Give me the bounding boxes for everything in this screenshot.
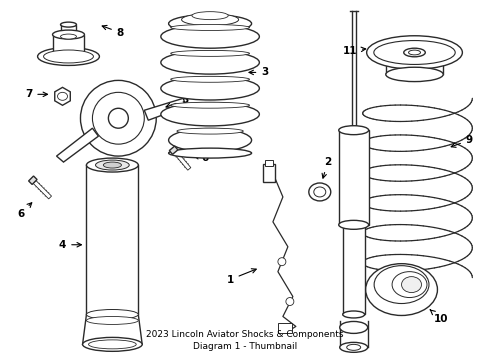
Ellipse shape	[366, 264, 438, 315]
Ellipse shape	[339, 126, 368, 135]
Polygon shape	[55, 87, 70, 105]
Ellipse shape	[169, 148, 251, 158]
Ellipse shape	[161, 103, 259, 126]
Ellipse shape	[171, 24, 249, 31]
Text: 8: 8	[102, 26, 124, 37]
Ellipse shape	[86, 316, 138, 324]
Ellipse shape	[409, 50, 420, 55]
Ellipse shape	[182, 14, 239, 26]
Ellipse shape	[309, 183, 331, 201]
Ellipse shape	[52, 30, 84, 39]
Text: 5: 5	[166, 95, 189, 108]
Ellipse shape	[103, 162, 122, 168]
Ellipse shape	[38, 48, 99, 66]
Ellipse shape	[57, 92, 68, 100]
Ellipse shape	[171, 50, 249, 57]
Polygon shape	[56, 128, 98, 162]
Ellipse shape	[86, 158, 138, 172]
Ellipse shape	[343, 311, 365, 318]
Circle shape	[286, 298, 294, 306]
Text: 3: 3	[249, 67, 269, 77]
Ellipse shape	[374, 266, 429, 303]
Text: 7: 7	[25, 89, 48, 99]
Ellipse shape	[161, 51, 259, 74]
Polygon shape	[28, 176, 37, 184]
Ellipse shape	[161, 77, 259, 100]
Text: 11: 11	[343, 45, 366, 55]
Bar	[265, 160, 273, 166]
Text: 6: 6	[194, 153, 209, 163]
Ellipse shape	[177, 128, 243, 134]
Ellipse shape	[61, 34, 76, 39]
Ellipse shape	[96, 160, 129, 170]
Polygon shape	[173, 151, 191, 170]
Text: 2023 Lincoln Aviator Shocks & Components
Diagram 1 - Thumbnail: 2023 Lincoln Aviator Shocks & Components…	[146, 330, 344, 351]
Bar	[52, 35, 84, 57]
Text: 6: 6	[17, 203, 32, 219]
Circle shape	[80, 80, 156, 156]
Circle shape	[278, 258, 286, 266]
Ellipse shape	[401, 276, 421, 293]
Ellipse shape	[171, 76, 249, 82]
Ellipse shape	[169, 15, 251, 32]
Polygon shape	[33, 181, 51, 199]
Polygon shape	[144, 98, 186, 120]
Ellipse shape	[169, 129, 251, 152]
Ellipse shape	[44, 50, 94, 63]
Text: 4: 4	[59, 240, 81, 250]
Ellipse shape	[367, 36, 463, 69]
Ellipse shape	[192, 12, 228, 20]
Ellipse shape	[340, 321, 368, 333]
Bar	[339, 130, 368, 225]
Text: 1: 1	[226, 269, 256, 285]
Text: 10: 10	[430, 310, 449, 324]
Ellipse shape	[89, 340, 136, 349]
Ellipse shape	[339, 220, 368, 229]
Bar	[343, 225, 365, 315]
Bar	[278, 323, 292, 333]
Circle shape	[93, 92, 144, 144]
Circle shape	[108, 108, 128, 128]
Ellipse shape	[161, 25, 259, 48]
Ellipse shape	[340, 342, 368, 352]
Ellipse shape	[392, 272, 427, 298]
Text: 2: 2	[322, 157, 331, 178]
Ellipse shape	[404, 48, 425, 57]
Ellipse shape	[86, 310, 138, 319]
Ellipse shape	[171, 102, 249, 108]
Ellipse shape	[374, 41, 455, 64]
Bar	[61, 24, 76, 37]
Bar	[263, 164, 275, 182]
Polygon shape	[170, 146, 178, 154]
Ellipse shape	[314, 187, 326, 197]
Ellipse shape	[61, 22, 76, 27]
Ellipse shape	[386, 67, 443, 82]
Ellipse shape	[347, 345, 361, 350]
Ellipse shape	[82, 337, 142, 351]
Text: 9: 9	[451, 135, 473, 147]
